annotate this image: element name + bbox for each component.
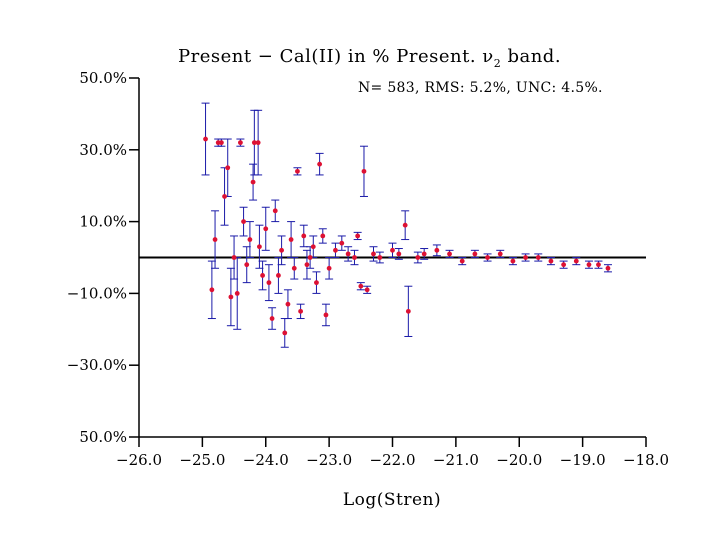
data-point [596,262,601,268]
y-tick-label: −10.0% [67,284,127,302]
data-point [222,194,227,199]
data-point [257,244,262,250]
data-point [282,330,288,336]
data-point [291,265,297,271]
data-point [361,168,367,174]
data-point [415,255,421,260]
x-tick-label: −25.0 [179,451,225,469]
x-tick-label: −22.0 [370,451,416,469]
data-point [345,251,351,257]
chart-title-end: band. [501,46,561,67]
x-tick-label: −21.0 [433,451,479,469]
x-tick-label: −19.0 [560,451,606,469]
data-point [272,208,278,214]
data-point [234,291,240,296]
x-tick-label: −18.0 [623,451,669,469]
tick-labels: 50.0% 30.0% 10.0% −10.0% −30.0% 50.0% −26.0 −25… [67,69,669,469]
data-point [421,251,427,257]
data-point [497,251,503,257]
data-point [371,251,376,257]
y-tick-label: 50.0% [79,69,127,87]
y-tick-label: 10.0% [79,213,127,231]
data-point [288,237,294,242]
data-point [250,179,256,185]
data-point [263,226,269,232]
x-axis-label: Log(Stren) [343,490,441,510]
x-tick-label: −20.0 [496,451,542,469]
x-tick-label: −24.0 [243,451,289,469]
data-point [247,237,253,242]
data-point [355,233,361,239]
data-point [605,265,611,271]
data-point [203,136,208,142]
x-tick-label: −26.0 [116,451,162,469]
data-point [472,251,478,257]
data-point [339,240,345,246]
data-point [459,258,465,264]
data-point [396,251,402,257]
data-point [377,255,383,260]
chart-title: Present − Cal(II) in % Present. ν2 band. [178,46,561,70]
data-point [323,312,329,318]
data-points [203,136,611,336]
y-tick-label: −30.0% [67,356,127,374]
data-point [260,273,265,278]
data-point [535,255,541,260]
chart-annotation: N= 583, RMS: 5.2%, UNC: 4.5%. [358,80,603,96]
data-point [218,140,224,146]
data-point [390,247,395,253]
data-point [307,255,313,260]
data-point [548,258,554,264]
data-point [402,222,408,228]
chart-title-subscript: 2 [494,57,502,70]
data-point [326,265,332,271]
data-point [314,280,319,286]
data-point [510,258,516,264]
x-tick-label: −23.0 [306,451,352,469]
data-point [317,161,323,167]
data-point [279,247,284,253]
data-point [447,251,452,257]
data-point [225,165,231,171]
data-point [298,308,304,314]
data-point [358,283,364,289]
data-point [333,247,338,253]
y-tick-label: 30.0% [79,141,127,159]
data-point [304,262,310,268]
data-point [320,233,326,239]
data-point [251,140,257,146]
data-point [269,316,275,321]
data-point [209,287,215,293]
data-point [573,258,579,264]
data-point [238,140,243,146]
data-point [485,255,490,260]
data-point [276,273,281,278]
data-point [228,294,234,300]
data-point [295,168,300,174]
data-point [266,280,272,286]
data-point [586,262,592,268]
data-point [523,255,528,260]
data-point [310,244,316,250]
data-point [231,255,237,260]
data-point [364,287,370,293]
y-tick-label: 50.0% [79,428,127,446]
data-point [244,262,250,268]
data-point [255,140,261,146]
data-point [405,308,411,314]
data-point [285,301,291,307]
data-point [352,255,357,260]
data-point [241,219,246,225]
data-point [301,233,307,239]
axes [129,77,647,447]
data-point [561,262,567,268]
data-point [434,247,440,253]
data-point [212,237,218,242]
